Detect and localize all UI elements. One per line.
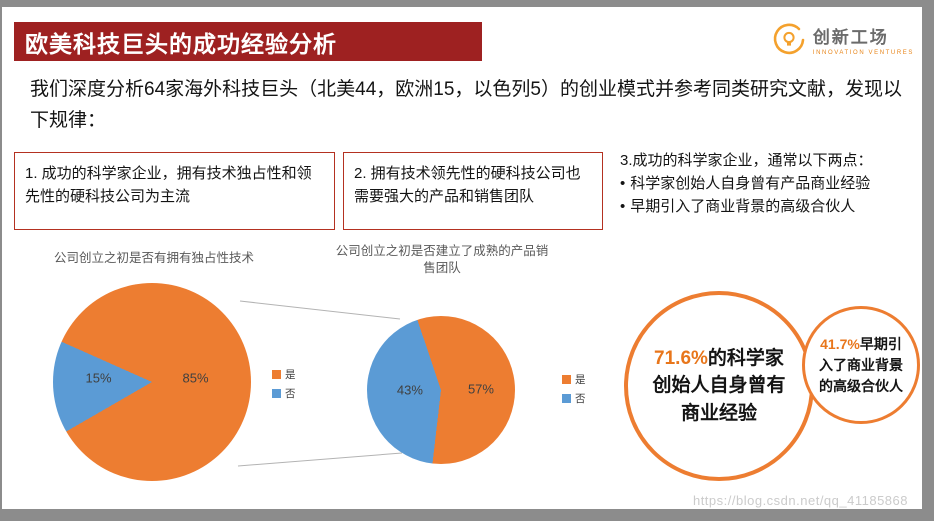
slide-title-bar: 欧美科技巨头的成功经验分析 xyxy=(14,22,482,61)
finding-box-2-text: 2. 拥有技术领先性的硬科技公司也需要强大的产品和销售团队 xyxy=(354,165,581,206)
finding-box-1-text: 1. 成功的科学家企业，拥有技术独占性和领先性的硬科技公司为主流 xyxy=(25,165,312,206)
pie2-title: 公司创立之初是否建立了成熟的产品销售团队 xyxy=(335,244,549,275)
pie1-label-no: 15% xyxy=(85,370,112,386)
logo-name: 创新工场 xyxy=(812,27,889,47)
pie1-legend-label-no: 否 xyxy=(285,388,296,400)
finding-box-3-bullet-1-text: 科学家创始人自身曾有产品商业经验 xyxy=(630,174,871,192)
pie2-label-no: 43% xyxy=(396,382,423,398)
bullet-dot: • xyxy=(620,174,626,192)
finding-box-1: 1. 成功的科学家企业，拥有技术独占性和领先性的硬科技公司为主流 xyxy=(14,152,335,230)
finding-box-3-bullet-1: • 科学家创始人自身曾有产品商业经验 xyxy=(620,173,922,196)
finding-box-3-bullet-2: • 早期引入了商业背景的高级合伙人 xyxy=(620,196,922,219)
pie-chart-sales-team: 57% 43% xyxy=(367,316,515,464)
logo-subtitle: INNOVATION VENTURES xyxy=(812,49,914,56)
pie1-legend-label-yes: 是 xyxy=(285,369,296,381)
watermark-url: https://blog.csdn.net/qq_41185868 xyxy=(692,493,908,508)
stat-circle-2-text: 41.7%早期引入了商业背景的高级合伙人 xyxy=(819,334,903,397)
pie2-legend: 是 否 xyxy=(562,372,586,406)
innovation-works-logo: 创新工场 INNOVATION VENTURES xyxy=(771,22,914,63)
lightbulb-logo-icon xyxy=(771,22,807,63)
page-title: 欧美科技巨头的成功经验分析 xyxy=(25,30,337,57)
finding-box-3-bullet-2-text: 早期引入了商业背景的高级合伙人 xyxy=(630,197,856,215)
slide: 欧美科技巨头的成功经验分析 创新工场 INNOVATION VENTURES 我… xyxy=(2,7,922,509)
pie1-legend-item-yes: 是 xyxy=(272,367,296,382)
legend-swatch-blue xyxy=(272,389,281,398)
stat-circle-senior-partner: 41.7%早期引入了商业背景的高级合伙人 xyxy=(802,306,920,424)
pie1-legend-item-no: 否 xyxy=(272,386,296,401)
pie2-legend-label-yes: 是 xyxy=(575,374,586,386)
stat-circle-2-highlight: 41.7% xyxy=(820,335,860,352)
pie2-legend-label-no: 否 xyxy=(575,393,586,405)
finding-box-3: 3.成功的科学家企业，通常以下两点： • 科学家创始人自身曾有产品商业经验 • … xyxy=(620,150,922,218)
stat-circle-1-body: 的科学家创始人自身曾有商业经验 xyxy=(652,347,786,424)
pie2-legend-item-yes: 是 xyxy=(562,372,586,387)
stat-circle-1-text: 71.6%的科学家创始人自身曾有商业经验 xyxy=(648,345,790,428)
pie1-legend: 是 否 xyxy=(272,367,296,401)
legend-swatch-orange xyxy=(562,375,571,384)
pie2-legend-item-no: 否 xyxy=(562,391,586,406)
legend-swatch-blue xyxy=(562,394,571,403)
pie-chart-exclusive-tech: 85% 15% xyxy=(53,283,251,481)
pie2-label-yes: 57% xyxy=(467,381,494,397)
pie1-label-yes: 85% xyxy=(182,370,209,386)
logo-text: 创新工场 INNOVATION VENTURES xyxy=(812,27,914,56)
finding-box-2: 2. 拥有技术领先性的硬科技公司也需要强大的产品和销售团队 xyxy=(343,152,603,230)
stat-circle-business-experience: 71.6%的科学家创始人自身曾有商业经验 xyxy=(624,291,814,481)
stat-circle-2-body: 早期引入了商业背景的高级合伙人 xyxy=(819,335,903,394)
legend-swatch-orange xyxy=(272,370,281,379)
stat-circle-1-highlight: 71.6% xyxy=(654,347,708,369)
finding-box-3-title: 3.成功的科学家企业，通常以下两点： xyxy=(620,152,873,169)
pie1-title: 公司创立之初是否有拥有独占性技术 xyxy=(53,251,254,265)
intro-text: 我们深度分析64家海外科技巨头（北美44，欧洲15，以色列5）的创业模式并参考同… xyxy=(30,79,902,131)
bullet-dot: • xyxy=(620,197,626,215)
